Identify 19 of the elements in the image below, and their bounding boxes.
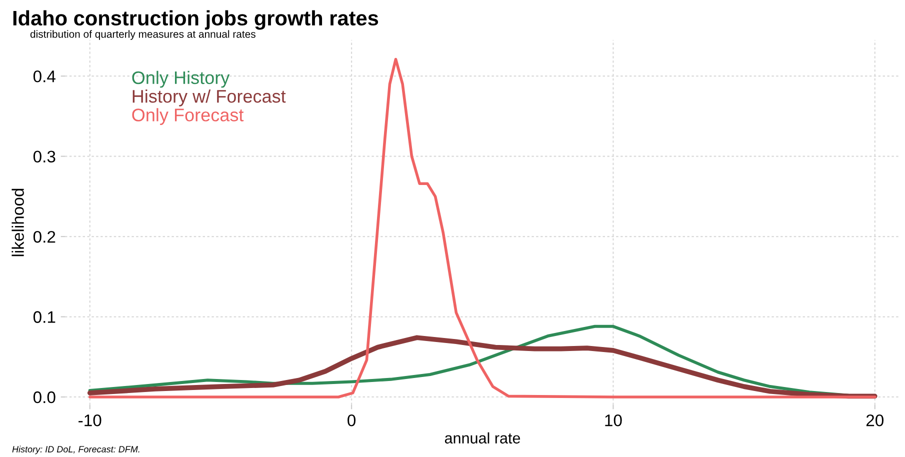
y-tick-label: 0.1: [33, 311, 56, 323]
x-tick-label: 10: [605, 414, 622, 426]
line-series: [87, 335, 878, 399]
text: Only Forecast: [132, 108, 244, 125]
y-tick-label: 0.3: [33, 150, 56, 163]
y-axis-title: likelihood: [12, 188, 24, 256]
line-series: [88, 58, 876, 398]
chart-title: Idaho construction jobs growth rates: [13, 10, 378, 30]
x-tick-label: -10: [78, 414, 102, 426]
x-tick-label: 0: [348, 414, 356, 426]
y-tick-label: 0.2: [33, 230, 56, 243]
text: Only History: [132, 70, 230, 88]
y-tick-label: 0.4: [33, 70, 56, 82]
text: History: ID DoL, Forecast: DFM.: [12, 446, 140, 454]
x-tick-label: 20: [866, 414, 884, 426]
y-tick-label: 0.0: [33, 391, 56, 404]
text: History w/ Forecast: [132, 89, 286, 106]
x-axis-title: annual rate: [444, 432, 520, 444]
chart-subtitle: distribution of quarterly measures at annual rates: [30, 30, 256, 40]
